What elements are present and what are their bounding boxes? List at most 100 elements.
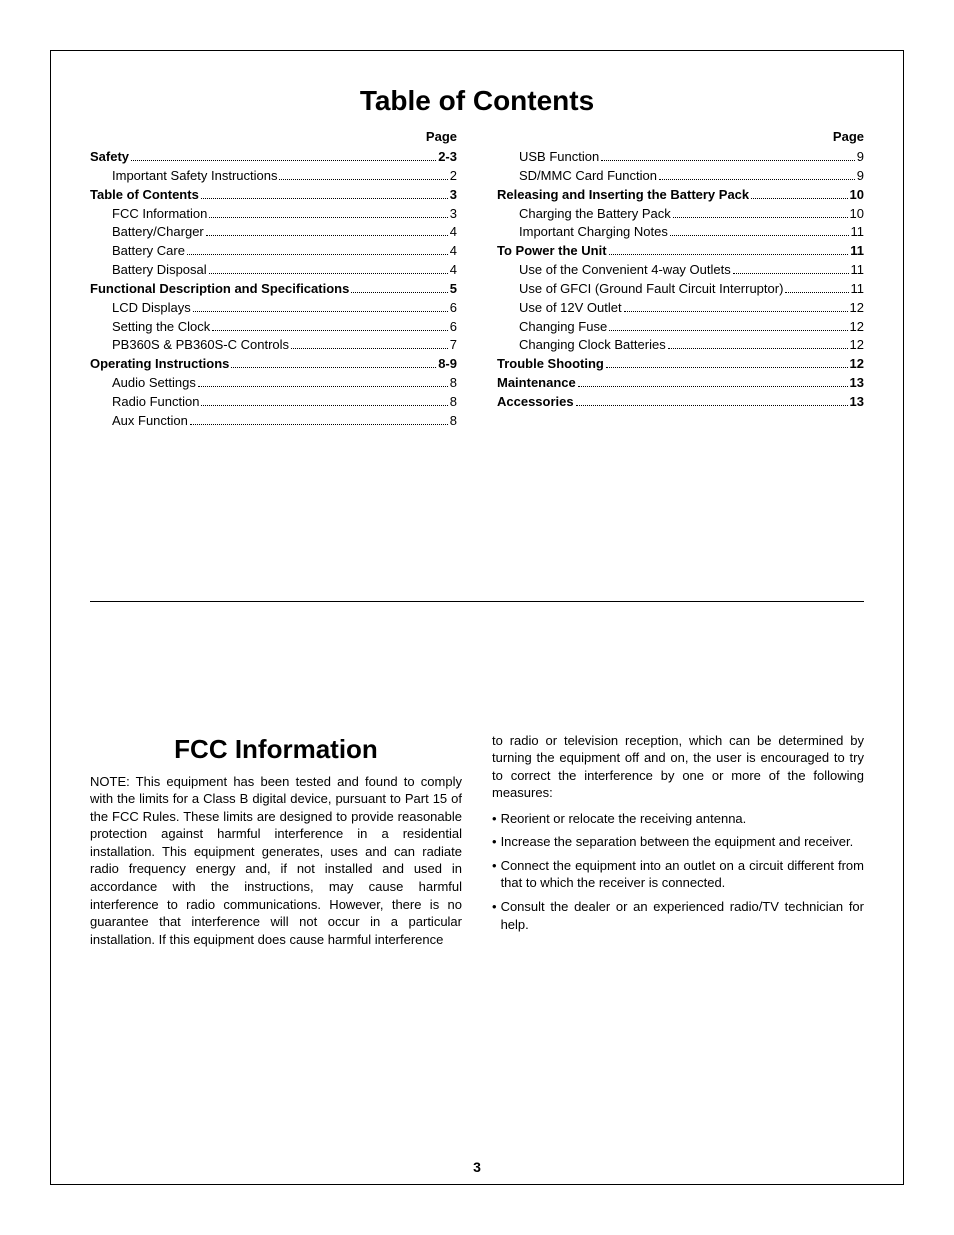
- toc-entry: Trouble Shooting 12: [497, 355, 864, 374]
- toc-entry-page: 8-9: [438, 355, 457, 374]
- toc-entry: Use of the Convenient 4-way Outlets11: [497, 261, 864, 280]
- toc-leader: [609, 330, 847, 331]
- toc-leader: [209, 217, 447, 218]
- fcc-title: FCC Information: [90, 732, 462, 767]
- fcc-left-paragraph: NOTE: This equipment has been tested and…: [90, 773, 462, 948]
- toc-entry: Operating Instructions 8-9: [90, 355, 457, 374]
- toc-entry-page: 11: [851, 223, 865, 242]
- toc-leader: [187, 254, 448, 255]
- toc-leader: [659, 179, 855, 180]
- toc-entry-label: USB Function: [497, 148, 599, 167]
- toc-entry-label: Trouble Shooting: [497, 355, 604, 374]
- toc-leader: [209, 273, 448, 274]
- toc-entry: Charging the Battery Pack 10: [497, 205, 864, 224]
- fcc-section: FCC Information NOTE: This equipment has…: [90, 732, 864, 949]
- fcc-left-column: FCC Information NOTE: This equipment has…: [90, 732, 462, 949]
- toc-leader: [668, 348, 848, 349]
- toc-entry: Audio Settings 8: [90, 374, 457, 393]
- toc-entry-page: 12: [850, 336, 864, 355]
- toc-entry-page: 8: [450, 374, 457, 393]
- toc-leader: [131, 160, 436, 161]
- toc-entry: SD/MMC Card Function9: [497, 167, 864, 186]
- toc-entry-page: 12: [850, 299, 864, 318]
- toc-entry: Radio Function8: [90, 393, 457, 412]
- toc-left-column: Page Safety2-3Important Safety Instructi…: [90, 129, 457, 431]
- toc-entry-page: 10: [850, 205, 864, 224]
- fcc-bullet-item: •Connect the equipment into an outlet on…: [492, 857, 864, 892]
- toc-leader: [201, 405, 447, 406]
- fcc-right-column: to radio or television reception, which …: [492, 732, 864, 949]
- toc-entry-page: 3: [450, 205, 457, 224]
- toc-entry-page: 8: [450, 393, 457, 412]
- toc-entry: Aux Function8: [90, 412, 457, 431]
- toc-entry-label: LCD Displays: [90, 299, 191, 318]
- toc-right-column: Page USB Function9SD/MMC Card Function9R…: [497, 129, 864, 431]
- toc-entry: Accessories 13: [497, 393, 864, 412]
- bullet-icon: •: [492, 857, 497, 892]
- toc-entry: PB360S & PB360S-C Controls 7: [90, 336, 457, 355]
- toc-entry-page: 13: [850, 374, 864, 393]
- toc-entry: USB Function 9: [497, 148, 864, 167]
- toc-entry-label: Changing Clock Batteries: [497, 336, 666, 355]
- section-divider: [90, 601, 864, 602]
- toc-entry-page: 7: [450, 336, 457, 355]
- toc-entry: Releasing and Inserting the Battery Pack…: [497, 186, 864, 205]
- toc-entry-label: Accessories: [497, 393, 574, 412]
- toc-leader: [351, 292, 447, 293]
- toc-leader: [670, 235, 849, 236]
- toc-entry-label: Maintenance: [497, 374, 576, 393]
- toc-entry-label: Battery Disposal: [90, 261, 207, 280]
- fcc-bullet-text: Increase the separation between the equi…: [501, 833, 854, 851]
- toc-leader: [201, 198, 448, 199]
- toc-entry-label: Battery/Charger: [90, 223, 204, 242]
- fcc-right-paragraph: to radio or television reception, which …: [492, 732, 864, 802]
- fcc-bullet-text: Consult the dealer or an experienced rad…: [501, 898, 864, 933]
- toc-entry: Changing Fuse 12: [497, 318, 864, 337]
- toc-leader: [785, 292, 848, 293]
- toc-entry-page: 12: [850, 355, 864, 374]
- toc-entry-label: To Power the Unit: [497, 242, 607, 261]
- toc-entry: Functional Description and Specification…: [90, 280, 457, 299]
- toc-leader: [624, 311, 848, 312]
- toc-entry-label: Operating Instructions: [90, 355, 229, 374]
- toc-leader: [279, 179, 447, 180]
- toc-leader: [212, 330, 447, 331]
- toc-entry-page: 4: [450, 261, 457, 280]
- toc-entry: Maintenance 13: [497, 374, 864, 393]
- toc-right-list: USB Function 9SD/MMC Card Function9Releas…: [497, 148, 864, 412]
- bullet-icon: •: [492, 833, 497, 851]
- toc-entry-label: Use of the Convenient 4-way Outlets: [497, 261, 731, 280]
- toc-entry: Setting the Clock 6: [90, 318, 457, 337]
- toc-leader: [193, 311, 448, 312]
- toc-entry: Important Charging Notes 11: [497, 223, 864, 242]
- toc-entry-page: 6: [450, 318, 457, 337]
- toc-entry-label: PB360S & PB360S-C Controls: [90, 336, 289, 355]
- toc-entry-page: 4: [450, 223, 457, 242]
- toc-title: Table of Contents: [90, 85, 864, 117]
- toc-entry-label: Important Charging Notes: [497, 223, 668, 242]
- bullet-icon: •: [492, 898, 497, 933]
- page-content: Table of Contents Page Safety2-3Importan…: [60, 50, 894, 948]
- toc-entry-page: 2: [450, 167, 457, 186]
- toc-entry-page: 5: [450, 280, 457, 299]
- toc-entry-page: 9: [857, 148, 864, 167]
- toc-entry-page: 3: [450, 186, 457, 205]
- toc-entry-label: Releasing and Inserting the Battery Pack: [497, 186, 749, 205]
- bullet-icon: •: [492, 810, 497, 828]
- toc-leader: [578, 386, 848, 387]
- toc-leader: [673, 217, 848, 218]
- toc-leader: [190, 424, 448, 425]
- toc-entry-page: 13: [850, 393, 864, 412]
- toc-entry-label: Audio Settings: [90, 374, 196, 393]
- toc-entry-label: Changing Fuse: [497, 318, 607, 337]
- toc-leader: [733, 273, 849, 274]
- toc-entry-label: Aux Function: [90, 412, 188, 431]
- fcc-bullet-list: •Reorient or relocate the receiving ante…: [492, 810, 864, 933]
- toc-entry-label: Setting the Clock: [90, 318, 210, 337]
- toc-entry: LCD Displays6: [90, 299, 457, 318]
- toc-entry-label: Safety: [90, 148, 129, 167]
- fcc-bullet-item: •Consult the dealer or an experienced ra…: [492, 898, 864, 933]
- toc-entry-page: 12: [850, 318, 864, 337]
- toc-entry-label: Charging the Battery Pack: [497, 205, 671, 224]
- toc-leader: [751, 198, 847, 199]
